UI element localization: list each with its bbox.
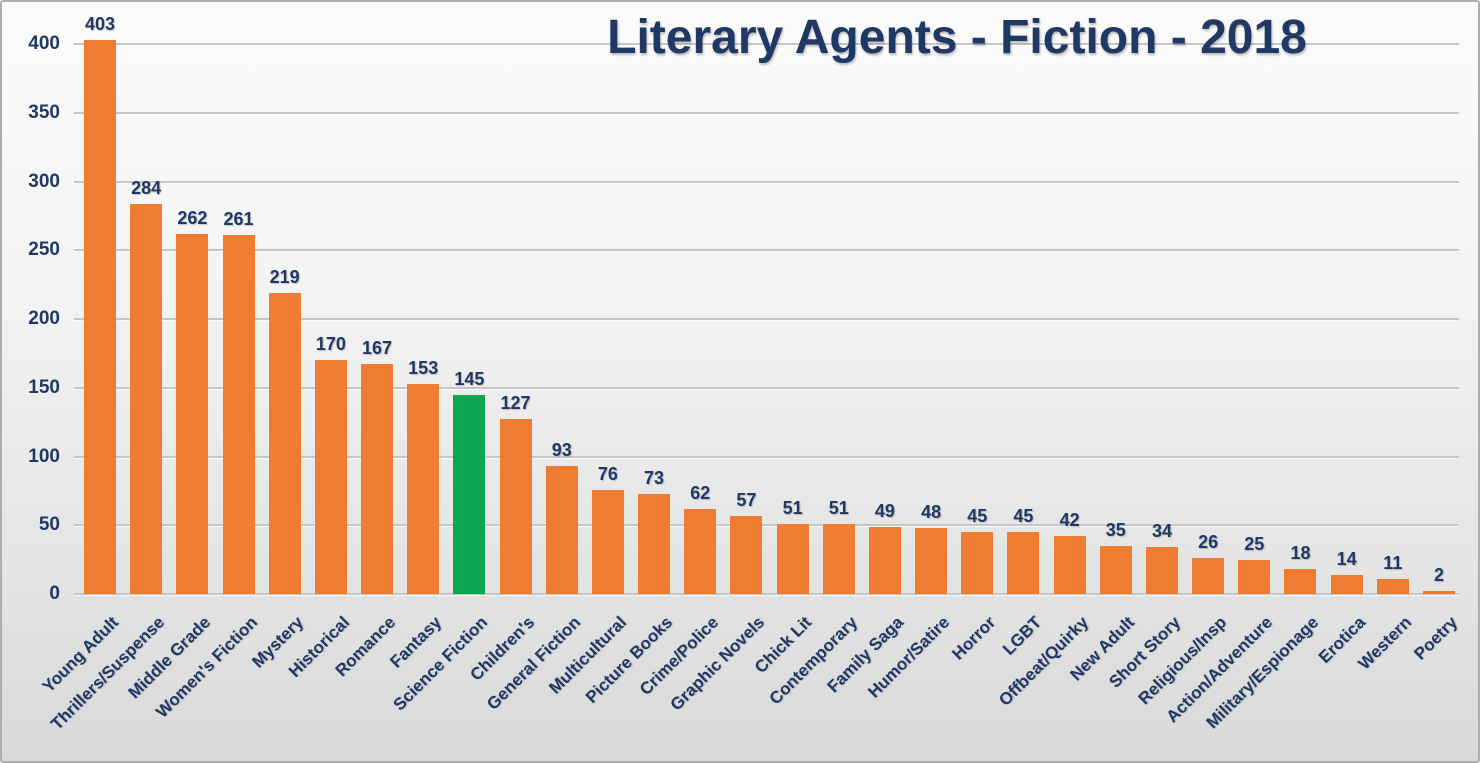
bar-value-label-religious-insp: 26 xyxy=(1198,532,1219,553)
y-tick-label-300: 300 xyxy=(28,170,60,192)
bar-mystery xyxy=(268,292,301,594)
gridline-300 xyxy=(74,180,1459,183)
gridline-400 xyxy=(74,43,1459,45)
bar-value-label-offbeat-quirky: 42 xyxy=(1059,510,1080,531)
bar-science-fiction xyxy=(453,394,486,594)
bar-graphic-novels xyxy=(730,515,763,594)
chart-title: Literary Agents - Fiction - 2018 xyxy=(607,11,1307,64)
bar-value-label-new-adult: 35 xyxy=(1105,519,1126,540)
bar-value-label-poetry: 2 xyxy=(1433,565,1444,586)
bar-value-label-children-s: 127 xyxy=(500,393,531,414)
bar-chick-lit xyxy=(776,523,809,594)
bar-humor-satire xyxy=(915,528,948,594)
y-tick-label-250: 250 xyxy=(28,239,60,261)
y-tick-label-400: 400 xyxy=(28,33,60,54)
y-tick-label-0: 0 xyxy=(49,583,60,604)
bar-fantasy xyxy=(407,383,440,594)
bar-western xyxy=(1376,578,1409,594)
bar-women-s-fiction xyxy=(222,235,255,594)
y-tick-label-150: 150 xyxy=(28,376,60,398)
bar-children-s xyxy=(499,419,532,594)
bar-value-label-romance: 167 xyxy=(362,338,393,359)
bar-erotica xyxy=(1330,574,1363,594)
bar-value-label-family-saga: 49 xyxy=(874,500,895,521)
bar-value-label-mystery: 219 xyxy=(269,266,300,287)
bar-value-label-science-fiction: 145 xyxy=(454,368,485,389)
bar-romance xyxy=(361,364,394,594)
y-tick-label-50: 50 xyxy=(38,514,60,536)
bar-short-story xyxy=(1145,547,1178,594)
bar-value-label-historical: 170 xyxy=(315,334,346,355)
y-tick-label-100: 100 xyxy=(28,445,60,467)
gridline-150 xyxy=(74,386,1459,389)
bar-value-label-western: 11 xyxy=(1383,552,1403,573)
gridline-100 xyxy=(74,455,1459,458)
gridline-250 xyxy=(74,249,1459,252)
bar-value-label-horror: 45 xyxy=(967,506,988,527)
bar-poetry xyxy=(1423,591,1455,594)
y-tick-label-350: 350 xyxy=(28,101,60,123)
bar-value-label-young-adult: 403 xyxy=(84,13,116,34)
bar-military-espionage xyxy=(1284,569,1317,594)
bar-value-label-contemporary: 51 xyxy=(828,497,849,518)
bar-action-adventure xyxy=(1238,559,1271,594)
bar-value-label-erotica: 14 xyxy=(1336,548,1357,569)
bar-multicultural xyxy=(591,489,624,594)
bar-religious-insp xyxy=(1192,558,1225,594)
gridline-50 xyxy=(74,524,1459,527)
bar-value-label-thrillers-suspense: 284 xyxy=(131,177,162,198)
bar-lgbt xyxy=(1007,532,1040,594)
bar-picture-books xyxy=(638,493,671,594)
gridline-350 xyxy=(74,111,1459,114)
bar-contemporary xyxy=(822,523,855,594)
bar-new-adult xyxy=(1099,545,1132,594)
bar-offbeat-quirky xyxy=(1053,536,1086,594)
bar-value-label-humor-satire: 48 xyxy=(921,502,942,522)
bar-value-label-lgbt: 45 xyxy=(1013,506,1034,527)
bar-value-label-picture-books: 73 xyxy=(644,467,665,488)
bar-value-label-military-espionage: 18 xyxy=(1290,543,1311,564)
bar-value-label-women-s-fiction: 261 xyxy=(223,209,254,230)
bar-middle-grade xyxy=(176,233,209,594)
bar-value-label-general-fiction: 93 xyxy=(551,440,572,461)
bar-value-label-crime-police: 62 xyxy=(690,482,711,503)
bar-thrillers-suspense xyxy=(130,203,163,594)
bar-crime-police xyxy=(684,508,717,594)
bar-young-adult xyxy=(84,39,116,594)
bar-value-label-graphic-novels: 57 xyxy=(736,489,757,510)
bar-value-label-chick-lit: 51 xyxy=(782,497,803,518)
gridline-200 xyxy=(74,318,1459,320)
bar-value-label-fantasy: 153 xyxy=(408,357,439,378)
y-tick-label-200: 200 xyxy=(28,308,60,329)
bar-horror xyxy=(961,532,994,594)
bar-value-label-action-adventure: 25 xyxy=(1244,533,1265,554)
bar-general-fiction xyxy=(545,466,578,594)
bar-historical xyxy=(314,360,347,594)
gridline-0 xyxy=(74,593,1459,595)
bar-value-label-middle-grade: 262 xyxy=(177,207,208,228)
bar-value-label-multicultural: 76 xyxy=(597,463,618,484)
bar-family-saga xyxy=(868,526,901,594)
bar-value-label-short-story: 34 xyxy=(1151,521,1172,542)
